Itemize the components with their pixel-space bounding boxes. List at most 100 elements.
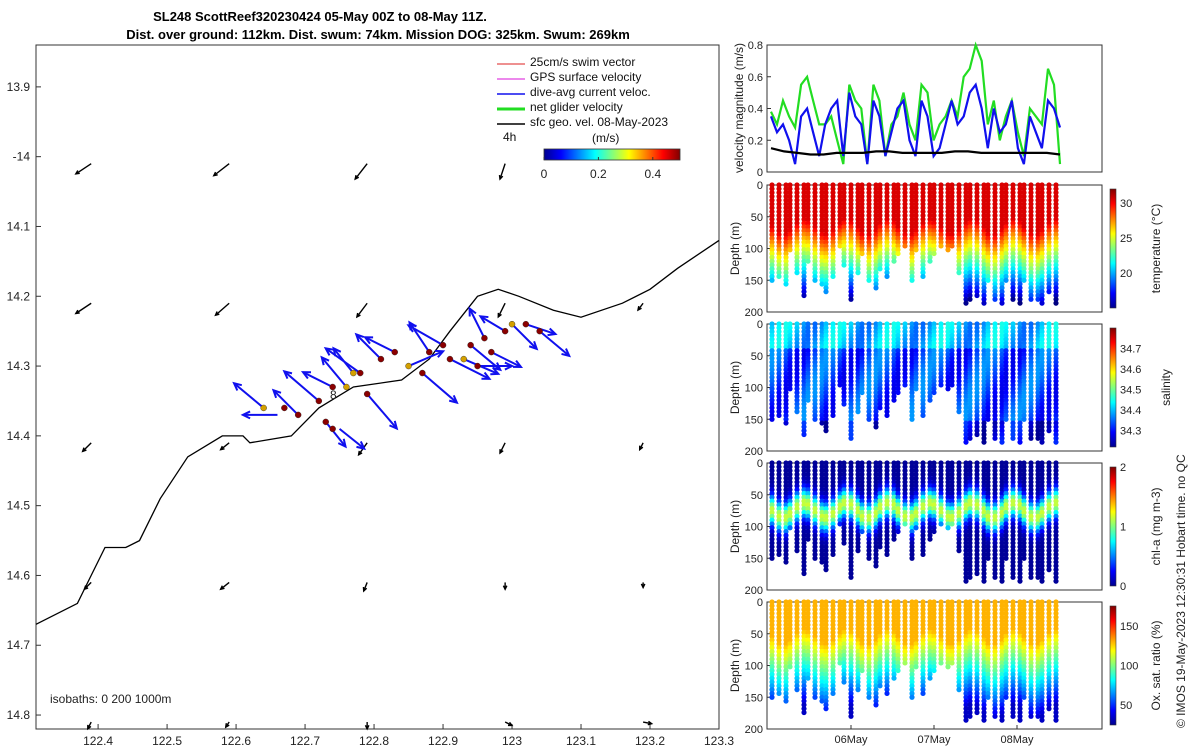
section-dot xyxy=(938,231,944,238)
section-dot xyxy=(927,321,933,327)
section-dot xyxy=(859,216,865,222)
section-dot xyxy=(1017,321,1023,327)
velocity-y-ticklabel: 0.6 xyxy=(748,72,763,84)
section-dot xyxy=(848,205,854,211)
section-dot xyxy=(931,182,937,188)
section-dot xyxy=(981,209,987,215)
current-vector-head xyxy=(332,346,342,357)
current-vector-head xyxy=(435,349,446,358)
section-dot xyxy=(794,247,800,253)
section-dot xyxy=(776,182,782,188)
section-dot xyxy=(992,386,998,392)
section-dot xyxy=(931,374,937,380)
section-dot xyxy=(1046,289,1052,295)
section-dot xyxy=(920,220,926,226)
geostrophic-arrow-head xyxy=(499,449,504,455)
section-dot xyxy=(1053,397,1059,403)
section-dot xyxy=(956,201,962,207)
section-dot xyxy=(812,239,818,245)
track-point xyxy=(329,425,336,433)
section-dot xyxy=(859,359,865,365)
section-dot xyxy=(949,228,955,234)
section-dot xyxy=(963,220,969,226)
section-dot xyxy=(859,367,865,373)
section-dot xyxy=(1035,285,1041,291)
section-dot xyxy=(992,435,998,441)
section-dot xyxy=(1053,355,1059,361)
section-dot xyxy=(783,193,789,200)
section-dot xyxy=(877,340,883,346)
section-dot xyxy=(1039,296,1045,302)
section-dot xyxy=(769,273,775,280)
map-y-ticklabel: 14.1 xyxy=(7,219,31,233)
section-dot xyxy=(1028,412,1034,419)
geostrophic-arrow-head xyxy=(502,585,508,591)
section-dot xyxy=(837,382,843,388)
section-dot xyxy=(1017,412,1023,419)
geostrophic-arrow xyxy=(219,442,230,451)
section-dot xyxy=(884,270,890,276)
section-dot xyxy=(956,209,962,215)
section-dot xyxy=(956,359,962,365)
section-dot xyxy=(812,266,818,272)
section-dot xyxy=(812,378,818,384)
section-dot xyxy=(1021,266,1027,272)
section-dot xyxy=(769,216,775,222)
section-dot xyxy=(927,351,933,358)
section-dot xyxy=(776,389,782,396)
section-dot xyxy=(949,363,955,369)
section-dot xyxy=(794,479,800,485)
current-vector-head xyxy=(282,369,293,380)
geostrophic-arrow-head xyxy=(638,445,644,452)
geostrophic-arrow-head xyxy=(212,171,218,177)
section-dot xyxy=(1003,363,1009,369)
map-x-ticklabel: 122.4 xyxy=(83,734,113,748)
section-dot xyxy=(819,239,825,245)
section-dot xyxy=(873,370,879,377)
section-dot xyxy=(967,266,973,272)
section-dot xyxy=(920,258,926,264)
section-dot xyxy=(956,235,962,241)
section-dot xyxy=(999,285,1005,291)
section-dot xyxy=(927,325,933,331)
section-dot xyxy=(812,190,818,196)
section-dot xyxy=(1003,329,1009,335)
section-dot xyxy=(812,220,818,226)
section-dot xyxy=(992,359,998,365)
section-dot xyxy=(805,239,811,245)
section-dot xyxy=(769,359,775,365)
section-dot xyxy=(769,513,775,519)
track-point xyxy=(315,397,323,405)
section-dot xyxy=(992,713,998,719)
section-dot xyxy=(877,228,883,234)
section-dot xyxy=(1028,270,1034,276)
section-dot xyxy=(801,378,807,384)
section-dot xyxy=(812,344,818,350)
section-dot xyxy=(877,351,883,358)
section-dot xyxy=(895,193,901,200)
section-dot xyxy=(967,216,973,222)
section-dot xyxy=(931,201,937,207)
section-dot xyxy=(920,382,926,388)
section-dot xyxy=(848,182,854,188)
section-dot xyxy=(956,254,962,260)
section-dot xyxy=(841,205,847,211)
section-dot xyxy=(884,321,890,327)
legend-current-label: dive-avg current veloc. xyxy=(530,85,651,99)
section-dot xyxy=(841,186,847,192)
geostrophic-arrow-head xyxy=(81,447,87,453)
section-dot xyxy=(776,393,782,399)
section-dots xyxy=(769,321,1059,445)
section-ylabel: Depth (m) xyxy=(728,500,742,553)
section-dot xyxy=(949,212,955,219)
section-dot xyxy=(877,370,883,377)
section-dot xyxy=(1021,378,1027,384)
section-dot xyxy=(981,296,987,302)
section-dot xyxy=(873,378,879,384)
section-dot xyxy=(902,182,908,188)
section-dot xyxy=(819,258,825,264)
section-dot xyxy=(794,363,800,369)
section-dot xyxy=(787,382,793,388)
section-dot xyxy=(1046,186,1052,192)
section-dot xyxy=(974,389,980,396)
